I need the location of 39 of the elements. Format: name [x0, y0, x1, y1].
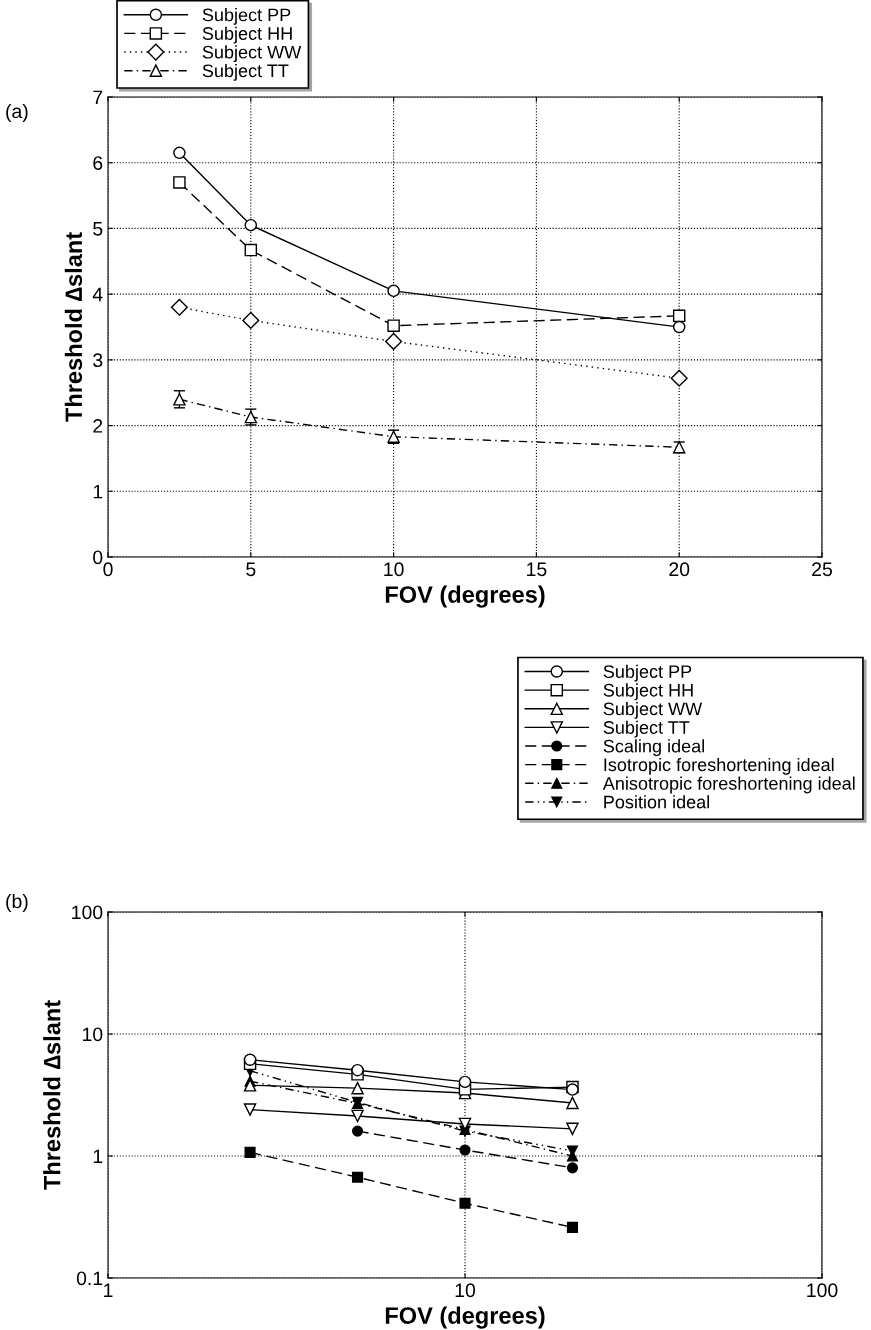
legend-label: Anisotropic foreshortening ideal: [602, 776, 855, 794]
x-tick-label: 20: [669, 562, 690, 577]
legend-label: Scaling ideal: [603, 739, 704, 757]
legend-label: Subject TT: [603, 720, 690, 738]
y-axis-title: Threshold ∆slant: [64, 232, 83, 422]
text: (a): [6, 103, 28, 123]
y-tick-label: 0: [93, 550, 103, 565]
x-tick-label: 0: [103, 562, 113, 577]
y-tick-label: 2: [93, 419, 103, 433]
y-tick-label: 7: [93, 90, 103, 105]
legend-label: Subject PP: [202, 8, 291, 25]
y-tick-label: 4: [92, 287, 103, 302]
x-tick-label: 100: [807, 1283, 838, 1298]
x-tick-label: 5: [246, 562, 256, 577]
y-tick-label: 6: [93, 156, 103, 170]
text: (b): [6, 893, 28, 913]
legend-label: Subject HH: [202, 26, 292, 44]
legend-label: Subject WW: [603, 702, 703, 719]
y-tick-label: 3: [93, 353, 103, 368]
x-tick-label: 1: [104, 1283, 113, 1297]
x-tick-label: 10: [384, 562, 404, 577]
y-tick-label: 100: [72, 905, 103, 920]
y-axis-title: Threshold ∆slant: [43, 1000, 61, 1190]
legend-label: Subject PP: [603, 664, 692, 682]
x-tick-label: 25: [812, 562, 832, 577]
x-tick-label: 10: [455, 1283, 476, 1298]
legend-label: Subject WW: [202, 45, 302, 63]
y-tick-label: 10: [83, 1027, 103, 1042]
y-tick-label: 5: [93, 222, 103, 236]
x-axis-title: FOV (degrees): [385, 585, 545, 608]
x-axis-title: FOV (degrees): [385, 1306, 545, 1329]
y-tick-label: 0.1: [76, 1271, 103, 1286]
y-tick-label: 1: [93, 484, 103, 499]
legend-label: Subject HH: [603, 683, 693, 701]
legend-label: Position ideal: [604, 795, 710, 809]
x-tick-label: 15: [527, 562, 547, 577]
legend-label: Subject TT: [202, 63, 289, 81]
legend-label: Isotropic foreshortening ideal: [604, 757, 834, 775]
y-tick-label: 1: [93, 1149, 103, 1164]
